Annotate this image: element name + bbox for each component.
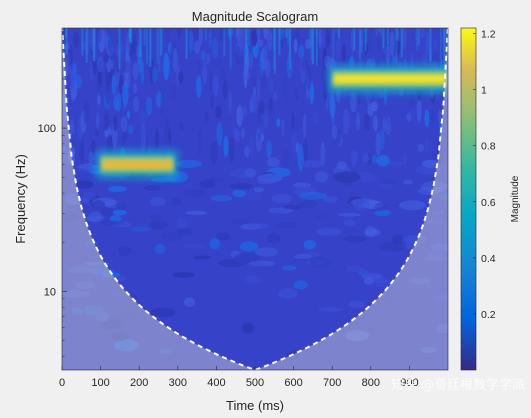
colorbar-tick-label: 0.6 bbox=[481, 197, 496, 209]
x-tick-label: 600 bbox=[284, 377, 302, 389]
x-axis-label: Time (ms) bbox=[226, 398, 284, 413]
coi-boundary bbox=[62, 28, 448, 370]
x-tick-label: 500 bbox=[246, 377, 264, 389]
colorbar-tick-label: 1 bbox=[481, 85, 487, 97]
x-tick-label: 400 bbox=[207, 377, 225, 389]
x-tick-label: 200 bbox=[130, 377, 148, 389]
y-tick-label: 10 bbox=[44, 286, 56, 298]
colorbar-tick-label: 0.2 bbox=[481, 309, 496, 321]
coi-shading bbox=[62, 28, 448, 370]
chart-title: Magnitude Scalogram bbox=[192, 9, 318, 24]
x-tick-label: 100 bbox=[91, 377, 109, 389]
colorbar-label: Magnitude bbox=[510, 175, 521, 222]
colorbar bbox=[460, 27, 477, 371]
colorbar-tick-label: 0.8 bbox=[481, 141, 496, 153]
x-tick-label: 700 bbox=[323, 377, 341, 389]
colorbar-tick-label: 1.2 bbox=[481, 29, 496, 41]
x-tick-label: 0 bbox=[59, 377, 65, 389]
watermark: 知乎 @哥廷根数学学派 bbox=[390, 378, 525, 393]
colorbar-tick-label: 0.4 bbox=[481, 253, 496, 265]
x-tick-label: 800 bbox=[362, 377, 380, 389]
signal-component-1 bbox=[96, 150, 178, 179]
x-tick-label: 900 bbox=[400, 377, 418, 389]
signal-component-2 bbox=[328, 64, 448, 93]
y-tick-label: 100 bbox=[38, 123, 56, 135]
x-tick-label: 300 bbox=[169, 377, 187, 389]
y-axis-label: Frequency (Hz) bbox=[13, 154, 28, 244]
